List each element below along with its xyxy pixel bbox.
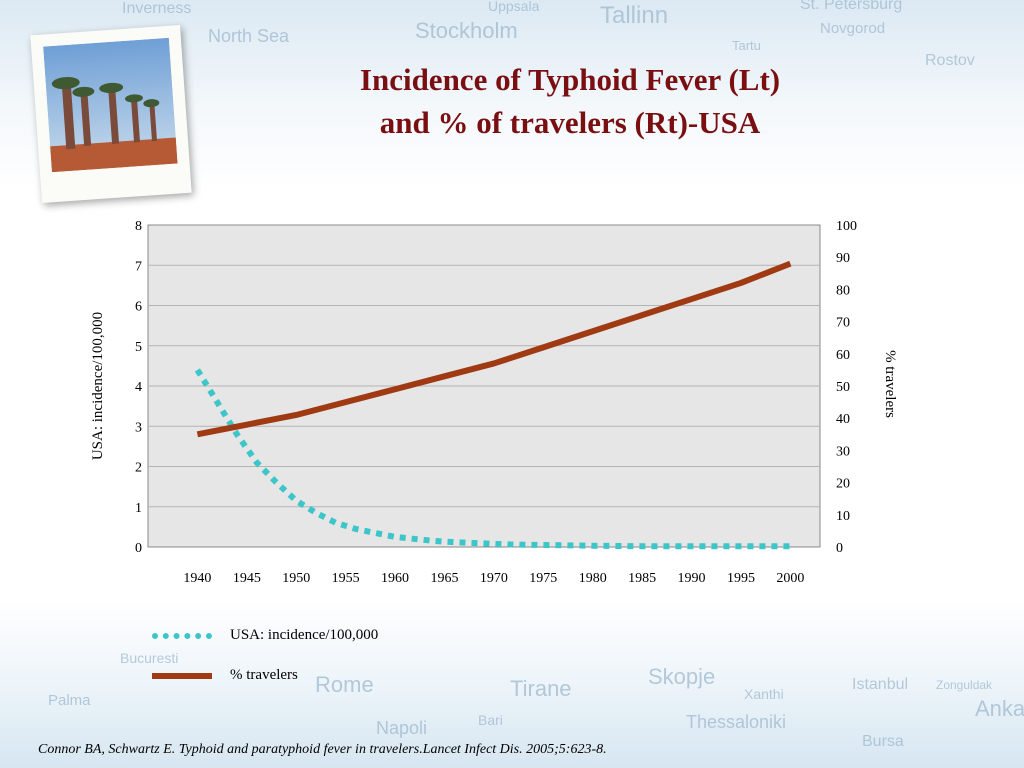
map-label: St. Petersburg xyxy=(800,0,903,13)
x-tick-label: 1965 xyxy=(430,571,458,586)
legend-label-incidence: USA: incidence/100,000 xyxy=(230,627,379,643)
map-label: Skopje xyxy=(648,664,716,689)
y-left-tick-label: 3 xyxy=(135,420,142,435)
x-tick-label: 1955 xyxy=(332,571,360,586)
slide-title: Incidence of Typhoid Fever (Lt) and % of… xyxy=(280,58,860,144)
map-label: Bucuresti xyxy=(120,650,179,666)
y-left-tick-label: 6 xyxy=(135,300,142,315)
x-tick-label: 1980 xyxy=(579,571,607,586)
x-tick-label: 1940 xyxy=(183,571,211,586)
x-tick-label: 1945 xyxy=(233,571,261,586)
map-label: Napoli xyxy=(376,718,428,738)
y-right-tick-label: 100 xyxy=(836,219,857,234)
legend-label-travelers: % travelers xyxy=(230,667,298,683)
legend-swatch-incidence xyxy=(152,632,212,639)
baobab-photo xyxy=(30,24,192,204)
y-right-tick-label: 50 xyxy=(836,380,850,395)
y-left-axis-label: USA: incidence/100,000 xyxy=(90,312,106,460)
series-line-travelers xyxy=(196,260,792,438)
x-tick-label: 1960 xyxy=(381,571,409,586)
y-right-tick-label: 0 xyxy=(836,541,843,556)
map-label: Stockholm xyxy=(415,18,518,43)
y-right-tick-label: 30 xyxy=(836,444,850,459)
y-right-tick-label: 20 xyxy=(836,477,850,492)
y-left-tick-label: 5 xyxy=(135,340,142,355)
y-right-tick-label: 90 xyxy=(836,251,850,266)
legend-swatch-travelers xyxy=(152,672,212,679)
map-label: Rome xyxy=(315,672,374,697)
y-right-tick-label: 70 xyxy=(836,316,850,331)
map-label: Inverness xyxy=(122,0,192,17)
map-label: Tartu xyxy=(732,38,761,53)
x-tick-label: 1990 xyxy=(678,571,706,586)
y-left-tick-label: 2 xyxy=(135,461,142,476)
y-left-tick-label: 1 xyxy=(135,501,142,516)
y-left-tick-label: 0 xyxy=(135,541,142,556)
x-tick-label: 2000 xyxy=(776,571,804,586)
y-left-tick-label: 8 xyxy=(135,219,142,234)
map-label: Zonguldak xyxy=(936,678,993,692)
map-label: Rostov xyxy=(925,52,975,69)
title-line-2: and % of travelers (Rt)-USA xyxy=(379,105,761,140)
map-label: Uppsala xyxy=(488,0,540,14)
map-label: Palma xyxy=(48,692,91,709)
map-label: North Sea xyxy=(208,26,290,46)
y-left-tick-label: 7 xyxy=(135,259,142,274)
map-label: Bari xyxy=(478,712,503,728)
y-right-axis-label: % travelers xyxy=(882,350,898,418)
map-label: Xanthi xyxy=(744,686,784,702)
map-label: Ankara xyxy=(975,696,1024,721)
legend-item-travelers: % travelers xyxy=(152,667,298,684)
map-label: Tallinn xyxy=(600,2,669,29)
map-label: Thessaloniki xyxy=(686,712,787,732)
y-right-tick-label: 80 xyxy=(836,283,850,298)
legend-item-incidence: USA: incidence/100,000 xyxy=(152,627,378,644)
y-right-tick-label: 60 xyxy=(836,348,850,363)
x-tick-label: 1950 xyxy=(282,571,310,586)
series-line-incidence xyxy=(194,368,791,550)
x-tick-label: 1975 xyxy=(529,571,557,586)
map-label: Novgorod xyxy=(820,20,886,37)
map-label: Tirane xyxy=(510,676,572,701)
x-tick-label: 1970 xyxy=(480,571,508,586)
x-tick-label: 1995 xyxy=(727,571,755,586)
citation: Connor BA, Schwartz E. Typhoid and parat… xyxy=(38,742,607,757)
title-line-1: Incidence of Typhoid Fever (Lt) xyxy=(359,62,781,97)
map-label: Bursa xyxy=(862,733,904,750)
y-left-tick-label: 4 xyxy=(135,380,142,395)
x-tick-label: 1985 xyxy=(628,571,656,586)
y-right-tick-label: 10 xyxy=(836,509,850,524)
y-right-tick-label: 40 xyxy=(836,412,850,427)
map-label: Istanbul xyxy=(852,676,909,693)
